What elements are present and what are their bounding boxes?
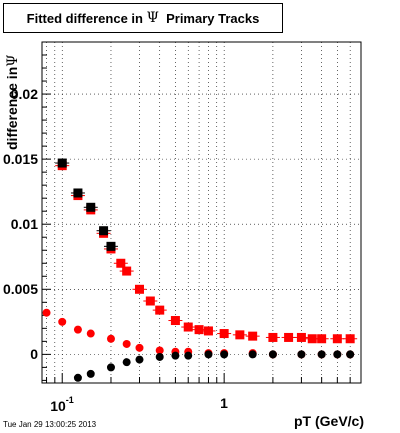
data-point-circle <box>268 350 277 359</box>
y-tick-label: 0.01 <box>10 216 38 233</box>
timestamp: Tue Jan 29 13:00:25 2013 <box>3 420 97 429</box>
x-tick-label-base: 1 <box>220 395 228 411</box>
data-point-circle <box>73 373 82 382</box>
data-point-circle <box>86 369 95 378</box>
series-0 <box>55 161 358 344</box>
data-point-circle <box>73 325 82 334</box>
data-point-square <box>268 332 278 342</box>
data-point-circle <box>333 350 342 359</box>
title-prefix: Fitted difference in <box>26 10 147 26</box>
data-point-square <box>122 266 132 276</box>
data-point-circle <box>184 351 193 360</box>
y-tick-label: 0 <box>30 346 38 363</box>
data-point-circle <box>135 343 144 352</box>
y-tick-label: 0.015 <box>2 151 38 168</box>
data-point-circle <box>122 358 131 367</box>
x-tick-label: 1 <box>220 395 228 411</box>
x-axis-label: pT (GeV/c) <box>293 413 364 429</box>
axis-ticks <box>42 41 362 383</box>
data-point-square <box>219 329 229 339</box>
y-axis-label-symbol: Ψ <box>5 54 21 67</box>
data-point-square <box>170 316 180 326</box>
data-point-circle <box>42 308 51 317</box>
data-point-square <box>307 334 317 344</box>
data-point-circle <box>204 350 213 359</box>
data-point-circle <box>317 350 326 359</box>
data-marks <box>42 158 358 382</box>
grid-lines <box>42 42 362 383</box>
data-point-square <box>86 202 96 212</box>
data-point-square <box>194 325 204 335</box>
series-1 <box>55 158 118 251</box>
data-point-square <box>284 332 294 342</box>
chart-title: Fitted difference in Ψ Primary Tracks <box>3 3 283 33</box>
data-point-square <box>317 334 327 344</box>
y-axis-label: difference inΨ <box>4 54 21 150</box>
plot-frame <box>41 41 362 384</box>
data-point-circle <box>171 351 180 360</box>
data-point-square <box>332 334 342 344</box>
data-point-square <box>248 331 258 341</box>
x-tick-label-base: 10 <box>50 398 66 414</box>
data-point-circle <box>86 329 95 338</box>
data-point-square <box>345 334 355 344</box>
y-tick-label: 0.02 <box>10 86 38 103</box>
data-point-square <box>296 332 306 342</box>
data-point-circle <box>155 346 164 355</box>
x-tick-label: 10-1 <box>50 395 74 414</box>
data-point-square <box>183 322 193 332</box>
series-3 <box>73 350 355 382</box>
data-point-square <box>99 226 109 236</box>
x-tick-label-exponent: -1 <box>65 395 74 405</box>
data-point-circle <box>346 350 355 359</box>
data-point-circle <box>135 355 144 364</box>
data-point-square <box>134 284 144 294</box>
data-point-circle <box>106 334 115 343</box>
data-point-square <box>57 158 67 168</box>
y-axis-label-text: difference in <box>4 66 20 150</box>
data-point-square <box>203 326 213 336</box>
data-point-square <box>73 188 83 198</box>
data-point-circle <box>297 350 306 359</box>
data-point-circle <box>106 363 115 372</box>
title-suffix: Primary Tracks <box>158 10 260 26</box>
data-point-circle <box>122 339 131 348</box>
data-point-square <box>145 296 155 306</box>
data-point-circle <box>220 350 229 359</box>
y-tick-label: 0.005 <box>2 281 38 298</box>
data-point-square <box>106 241 116 251</box>
data-point-square <box>155 305 165 315</box>
data-point-square <box>116 258 126 268</box>
data-point-square <box>235 330 245 340</box>
data-point-circle <box>248 350 257 359</box>
title-symbol: Ψ <box>146 10 159 26</box>
data-point-circle <box>58 317 67 326</box>
data-point-circle <box>155 352 164 361</box>
